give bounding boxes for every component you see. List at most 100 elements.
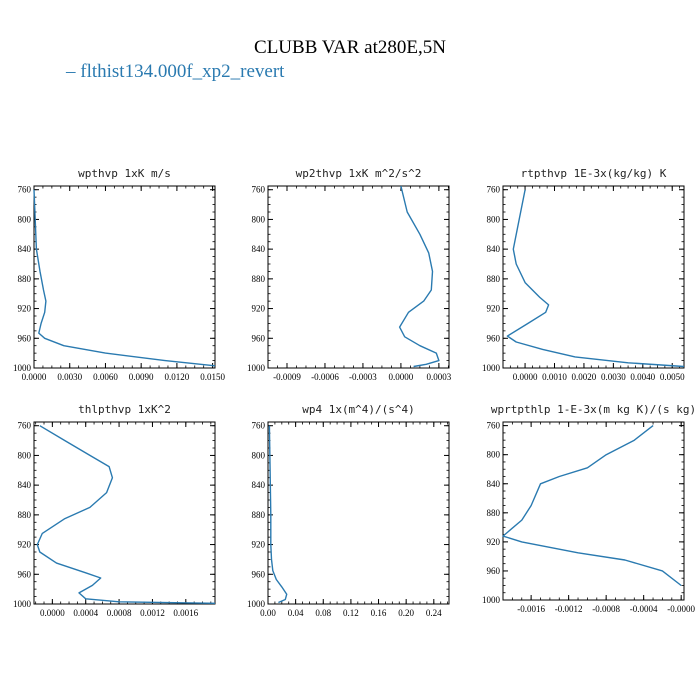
panel-title: wprtpthlp 1-E-3x(m kg K)/(s kg) <box>491 403 696 416</box>
y-tick-label: 840 <box>487 479 501 489</box>
y-tick-label: 760 <box>487 185 501 195</box>
x-tick-label: -0.0000 <box>667 604 695 614</box>
series-line <box>506 189 685 368</box>
y-tick-label: 1000 <box>247 363 266 373</box>
y-tick-label: 920 <box>18 304 32 314</box>
x-tick-label: 0.0008 <box>107 608 132 618</box>
y-tick-label: 760 <box>252 185 266 195</box>
series-line <box>36 425 216 604</box>
y-tick-label: 840 <box>252 480 266 490</box>
y-tick-label: 960 <box>487 566 501 576</box>
x-tick-label: 0.0004 <box>73 608 98 618</box>
y-tick-label: 800 <box>252 450 266 460</box>
y-tick-label: 880 <box>487 508 501 518</box>
y-tick-label: 840 <box>487 244 501 254</box>
y-tick-label: 760 <box>18 421 32 431</box>
x-tick-label: 0.0020 <box>572 372 597 382</box>
legend-label: flthist134.000f_xp2_revert <box>80 61 285 82</box>
plot-frame <box>267 421 450 605</box>
y-tick-label: 1000 <box>13 363 32 373</box>
x-tick-label: 0.0016 <box>173 608 198 618</box>
x-tick-label: 0.04 <box>288 608 304 618</box>
y-tick-label: 880 <box>252 274 266 284</box>
y-tick-label: 760 <box>18 185 32 195</box>
y-tick-label: 960 <box>18 333 32 343</box>
y-tick-label: 920 <box>252 540 266 550</box>
panel-6: wprtpthlp 1-E-3x(m kg K)/(s kg) 760 800 840… <box>482 403 696 614</box>
y-tick-label: 840 <box>18 244 32 254</box>
y-tick-label: 1000 <box>482 595 501 605</box>
y-tick-label: 1000 <box>482 363 501 373</box>
y-tick-label: 800 <box>252 214 266 224</box>
y-tick-label: 760 <box>487 421 501 431</box>
x-tick-label: 0.0150 <box>200 372 225 382</box>
x-tick-label: -0.0012 <box>555 604 583 614</box>
x-tick-label: -0.0003 <box>349 372 377 382</box>
x-tick-label: 0.0050 <box>660 372 685 382</box>
panel-2: wp2thvp 1xK m^2/s^2 760 800 840 880 920 960 100… <box>247 167 452 382</box>
legend-line-glyph: – <box>65 61 80 82</box>
y-tick-label: 960 <box>18 569 32 579</box>
panel-title: wpthvp 1xK m/s <box>78 167 171 180</box>
panel-title: rtpthvp 1E-3x(kg/kg) K <box>521 167 667 180</box>
y-tick-label: 800 <box>18 214 32 224</box>
x-tick-label: 0.0030 <box>57 372 82 382</box>
plot-frame <box>33 185 216 369</box>
panel-3: rtpthvp 1E-3x(kg/kg) K 760 800 840 880 920 960… <box>482 167 685 382</box>
x-tick-label: 0.0000 <box>40 608 65 618</box>
panel-title: wp2thvp 1xK m^2/s^2 <box>296 167 422 180</box>
x-tick-label: 0.0030 <box>601 372 626 382</box>
y-tick-label: 840 <box>252 244 266 254</box>
x-tick-label: 0.24 <box>426 608 442 618</box>
panel-1: wpthvp 1xK m/s76080084088092096010000.00… <box>13 167 225 382</box>
y-tick-label: 920 <box>487 304 501 314</box>
x-tick-label: -0.0009 <box>273 372 301 382</box>
plot-frame <box>502 185 685 369</box>
y-tick-label: 880 <box>18 274 32 284</box>
y-tick-label: 880 <box>252 510 266 520</box>
x-tick-label: 0.0040 <box>630 372 655 382</box>
panel-title: thlpthvp 1xK^2 <box>78 403 171 416</box>
x-tick-label: 0.0120 <box>165 372 190 382</box>
plot-frame <box>267 185 450 369</box>
x-tick-label: 0.0012 <box>140 608 165 618</box>
y-tick-label: 760 <box>252 421 266 431</box>
x-tick-label: 0.00 <box>260 608 276 618</box>
x-tick-label: 0.0090 <box>129 372 154 382</box>
plot-frame <box>33 421 216 605</box>
plot-frame <box>502 421 685 601</box>
panel-5: wp4 1x(m^4)/(s^4)76080084088092096010000… <box>247 403 450 618</box>
series-line <box>268 425 288 604</box>
x-tick-label: 0.0000 <box>22 372 47 382</box>
x-tick-label: -0.0006 <box>311 372 339 382</box>
x-tick-label: -0.0016 <box>517 604 545 614</box>
y-tick-label: 920 <box>252 304 266 314</box>
series-line <box>33 189 216 367</box>
x-tick-label: -0.0008 <box>592 604 620 614</box>
y-tick-label: 920 <box>18 540 32 550</box>
y-tick-label: 1000 <box>247 599 266 609</box>
y-tick-label: 960 <box>252 333 266 343</box>
x-tick-label: 0.0060 <box>93 372 118 382</box>
panel-title: wp4 1x(m^4)/(s^4) <box>302 403 415 416</box>
panels: wpthvp 1xK m/s76080084088092096010000.00… <box>13 167 696 618</box>
y-tick-label: 840 <box>18 480 32 490</box>
x-tick-label: 0.0010 <box>542 372 567 382</box>
x-tick-label: 0.16 <box>371 608 387 618</box>
x-tick-label: 0.20 <box>398 608 414 618</box>
x-tick-label: 0.0003 <box>426 372 451 382</box>
y-tick-label: 800 <box>18 450 32 460</box>
x-tick-label: 0.0000 <box>513 372 538 382</box>
y-tick-label: 880 <box>18 510 32 520</box>
panel-4: thlpthvp 1xK^2 760 800 840 880 920 960 1000 0.00… <box>13 403 216 618</box>
y-tick-label: 960 <box>487 333 501 343</box>
x-tick-label: 0.0000 <box>389 372 414 382</box>
legend: – flthist134.000f_xp2_revert <box>65 61 285 82</box>
figure-title: CLUBB VAR at280E,5N <box>254 37 446 58</box>
x-tick-label: -0.0004 <box>630 604 658 614</box>
y-tick-label: 1000 <box>13 599 32 609</box>
series-line <box>502 425 682 587</box>
y-tick-label: 800 <box>487 214 501 224</box>
y-tick-label: 800 <box>487 450 501 460</box>
